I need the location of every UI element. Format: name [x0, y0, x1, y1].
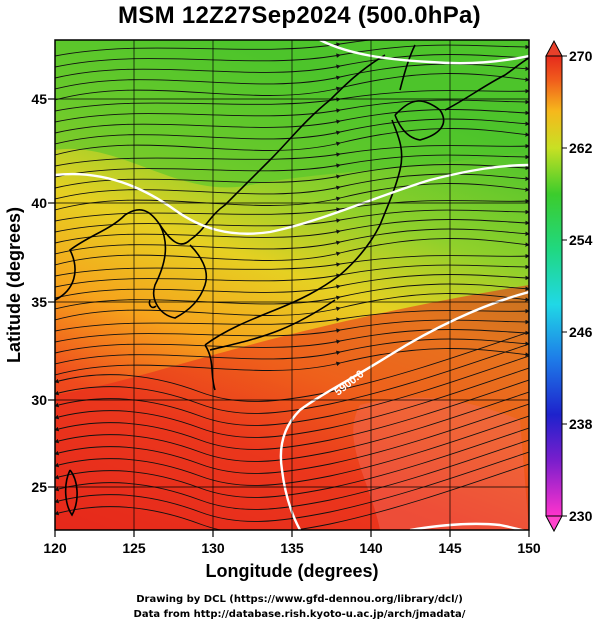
- streamline: [55, 44, 529, 68]
- chart-title: MSM 12Z27Sep2024 (500.0hPa): [118, 2, 481, 29]
- x-tick-label: 125: [122, 540, 146, 556]
- streamline: [55, 439, 529, 510]
- streamline: [55, 329, 529, 354]
- y-axis-title: Latitude (degrees): [4, 207, 24, 363]
- streamline: [55, 274, 529, 299]
- streamline: [55, 463, 529, 530]
- coastlines: [55, 44, 529, 517]
- map-gridlines: [55, 40, 529, 530]
- streamline: [55, 183, 529, 211]
- streamline: [55, 293, 529, 321]
- x-axis-ticks: [54, 530, 530, 537]
- streamline: [55, 331, 529, 402]
- streamline: [55, 73, 529, 101]
- streamline: [55, 348, 529, 376]
- streamline: [55, 118, 529, 145]
- streamline: [55, 128, 529, 156]
- streamline: [55, 415, 529, 486]
- colorbar-label: 270: [569, 48, 593, 64]
- x-axis-title: Longitude (degrees): [205, 561, 378, 581]
- colorbar-label: 238: [569, 416, 593, 432]
- y-tick-label: 40: [31, 195, 47, 211]
- streamline: [55, 319, 529, 343]
- y-tick-label: 25: [31, 479, 47, 495]
- y-tick-label: 30: [31, 392, 47, 408]
- colorbar-label: 254: [569, 232, 593, 248]
- colorbar: [545, 39, 567, 533]
- streamline: [55, 63, 529, 90]
- streamline: [55, 109, 529, 134]
- wind-streamlines: [55, 40, 529, 530]
- streamline: [55, 173, 529, 200]
- streamline: [55, 264, 529, 288]
- footer-source: Data from http://database.rish.kyoto-u.a…: [133, 609, 466, 620]
- colorbar-label: 246: [569, 324, 593, 340]
- colorbar-label: 230: [569, 508, 593, 524]
- streamline: [55, 238, 529, 266]
- x-tick-label: 135: [280, 540, 304, 556]
- height-contours: [55, 40, 529, 530]
- streamline: [55, 209, 529, 233]
- streamline: [55, 40, 529, 57]
- y-axis-ticks: [48, 98, 55, 488]
- streamline: [55, 338, 529, 365]
- footer-credit: Drawing by DCL (https://www.gfd-dennou.o…: [136, 594, 463, 605]
- streamline: [55, 54, 529, 79]
- colorbar-label: 262: [569, 140, 593, 156]
- streamline: [55, 219, 529, 244]
- colorbar-min-arrow-icon: [545, 515, 563, 533]
- streamline: [55, 198, 529, 222]
- streamline: [55, 164, 529, 189]
- y-tick-label: 45: [31, 91, 47, 107]
- colorbar-max-arrow-icon: [545, 39, 563, 57]
- streamline: [55, 253, 529, 277]
- streamline: [55, 283, 529, 310]
- streamline: [55, 451, 529, 522]
- streamline: [55, 379, 529, 450]
- streamline: [55, 403, 529, 474]
- x-tick-label: 140: [359, 540, 383, 556]
- y-tick-label: 35: [31, 294, 47, 310]
- x-tick-label: 150: [517, 540, 541, 556]
- streamline: [55, 427, 529, 498]
- streamline: [55, 391, 529, 462]
- streamline: [55, 143, 529, 167]
- streamline: [55, 343, 529, 414]
- streamline: [55, 88, 529, 112]
- streamline: [55, 99, 529, 123]
- x-tick-label: 130: [201, 540, 225, 556]
- x-tick-label: 145: [438, 540, 462, 556]
- streamline: [55, 154, 529, 178]
- streamline: [55, 228, 529, 255]
- streamline: [55, 367, 529, 438]
- x-tick-label: 120: [43, 540, 67, 556]
